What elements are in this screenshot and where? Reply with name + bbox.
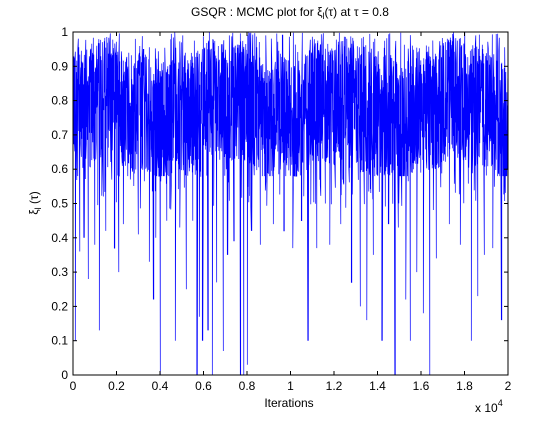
y-tick-label: 0.7 <box>51 128 68 142</box>
ylabel-rest: (τ) <box>27 191 41 207</box>
y-tick-label: 0.1 <box>51 334 68 348</box>
x-tick-label: 1.2 <box>326 379 343 393</box>
x-tick-label: 1.4 <box>369 379 386 393</box>
x-tick-label: 1.8 <box>456 379 473 393</box>
x-tick-label: 0.4 <box>152 379 169 393</box>
y-tick-label: 0.8 <box>51 94 68 108</box>
ylabel-sub: l <box>33 207 43 209</box>
ticks-layer: 0 0.2 0.4 0.6 0.8 1 1.2 1.4 1.6 1.8 2 0 0.1 0.2 0.3 0.4… <box>51 25 511 393</box>
x-exponent-label: x 104 <box>475 398 503 415</box>
title-prefix: GSQR : MCMC plot for <box>191 5 317 19</box>
x-tick-label: 2 <box>505 379 512 393</box>
series-trace <box>72 32 509 376</box>
x-tick-label: 0.6 <box>195 379 212 393</box>
y-tick-label: 0.3 <box>51 265 68 279</box>
x-tick-label: 1.6 <box>413 379 430 393</box>
chart-title: GSQR : MCMC plot for ξl(τ) at τ = 0.8 <box>191 5 389 21</box>
x-tick-label: 0.8 <box>239 379 256 393</box>
title-sub: l <box>322 11 324 21</box>
y-tick-label: 1 <box>61 25 68 39</box>
x-exponent-power: 4 <box>498 398 503 408</box>
x-tick-label: 1 <box>287 379 294 393</box>
y-tick-label: 0.2 <box>51 299 68 313</box>
x-tick-label: 0 <box>70 379 77 393</box>
x-exponent-base: x 10 <box>475 401 498 415</box>
title-middle: (τ) at τ = 0.8 <box>324 5 389 19</box>
y-tick-label: 0.5 <box>51 197 68 211</box>
trace-layer <box>72 32 509 376</box>
title-xi: ξ <box>317 5 323 19</box>
y-axis-label: ξl (τ) <box>27 191 43 214</box>
x-axis-label: Iterations <box>264 396 313 410</box>
y-tick-label: 0 <box>61 368 68 382</box>
y-tick-label: 0.9 <box>51 59 68 73</box>
y-tick-label: 0.6 <box>51 162 68 176</box>
x-tick-label: 0.2 <box>108 379 125 393</box>
ylabel-xi: ξ <box>27 209 41 215</box>
y-tick-label: 0.4 <box>51 231 68 245</box>
